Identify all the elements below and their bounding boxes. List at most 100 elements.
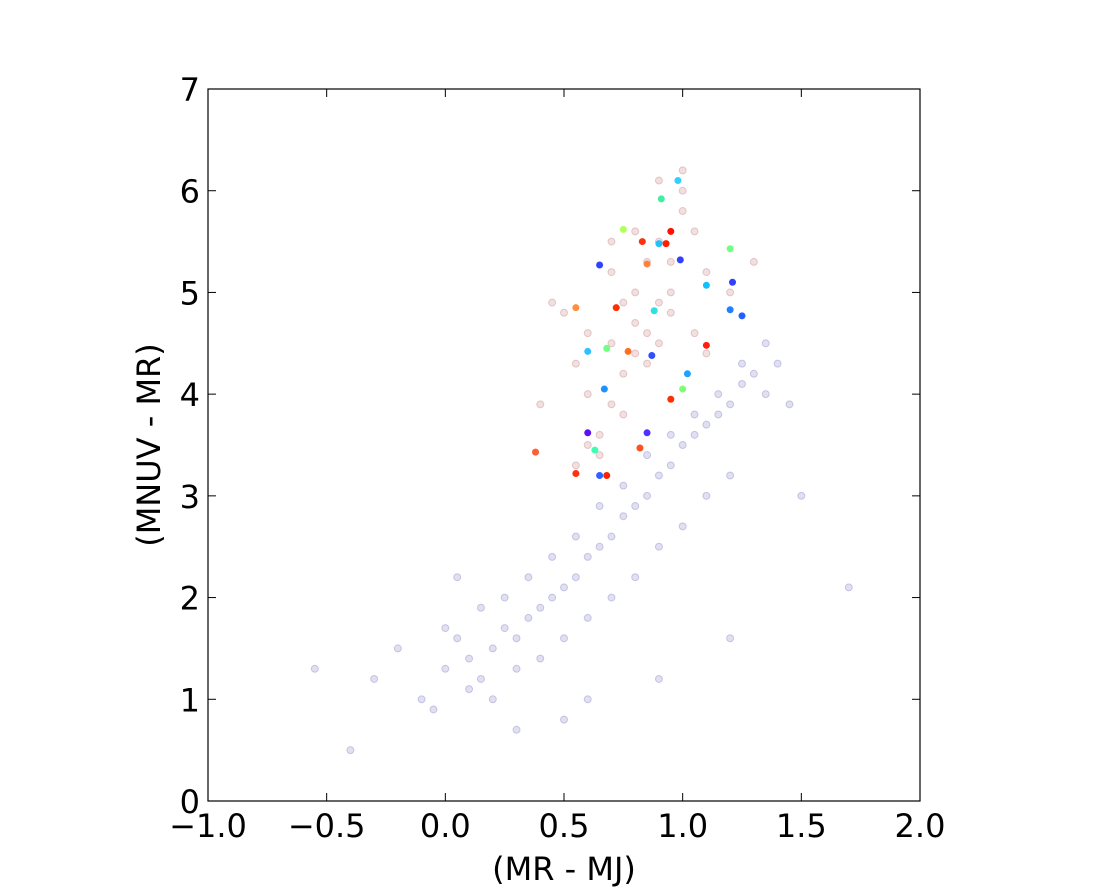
scatter-point bbox=[654, 339, 663, 348]
scatter-point bbox=[512, 664, 521, 673]
scatter-point bbox=[488, 644, 497, 653]
scatter-point bbox=[667, 227, 675, 235]
scatter-point bbox=[607, 532, 616, 541]
scatter-point bbox=[738, 312, 746, 320]
scatter-point bbox=[596, 261, 604, 269]
y-axis-label: (MNUV - MR) bbox=[130, 343, 168, 547]
scatter-point bbox=[667, 395, 675, 403]
scatter-point bbox=[441, 664, 450, 673]
scatter-point bbox=[607, 339, 616, 348]
scatter-point bbox=[773, 359, 782, 368]
scatter-point bbox=[572, 304, 580, 312]
scatter-point bbox=[441, 624, 450, 633]
scatter-point bbox=[512, 634, 521, 643]
scatter-point bbox=[844, 583, 853, 592]
scatter-point bbox=[393, 644, 402, 653]
scatter-point bbox=[631, 573, 640, 582]
scatter-point bbox=[683, 370, 691, 378]
scatter-point bbox=[572, 469, 580, 477]
scatter-point bbox=[638, 238, 646, 246]
scatter-point bbox=[702, 281, 710, 289]
scatter-point bbox=[662, 240, 670, 248]
scatter-point bbox=[714, 410, 723, 419]
scatter-point bbox=[678, 207, 687, 216]
scatter-point bbox=[619, 298, 628, 307]
scatter-point bbox=[346, 746, 355, 755]
scatter-point bbox=[370, 674, 379, 683]
scatter-point bbox=[607, 237, 616, 246]
scatter-point bbox=[607, 400, 616, 409]
scatter-point bbox=[726, 634, 735, 643]
scatter-point bbox=[500, 624, 509, 633]
scatter-point bbox=[595, 451, 604, 460]
scatter-point bbox=[676, 256, 684, 264]
scatter-point bbox=[583, 390, 592, 399]
scatter-point bbox=[536, 654, 545, 663]
scatter-point bbox=[631, 288, 640, 297]
scatter-point bbox=[453, 634, 462, 643]
scatter-point bbox=[702, 491, 711, 500]
scatter-point bbox=[785, 400, 794, 409]
scatter-point bbox=[714, 390, 723, 399]
scatter-point bbox=[612, 304, 620, 312]
scatter-point bbox=[654, 298, 663, 307]
scatter-point bbox=[666, 430, 675, 439]
scatter-point bbox=[761, 339, 770, 348]
scatter-point bbox=[560, 715, 568, 724]
scatter-point bbox=[657, 195, 665, 203]
scatter-point bbox=[678, 441, 687, 449]
scatter-point bbox=[429, 705, 438, 714]
scatter-point bbox=[702, 349, 711, 358]
scatter-point bbox=[690, 430, 699, 439]
scatter-point bbox=[726, 306, 734, 314]
scatter-point bbox=[631, 349, 640, 358]
scatter-point bbox=[603, 472, 611, 480]
scatter-point bbox=[571, 461, 580, 470]
y-tick-label: 5 bbox=[180, 274, 200, 312]
scatter-point bbox=[532, 448, 540, 456]
y-tick-label: 3 bbox=[180, 478, 200, 516]
x-tick-label: −1.0 bbox=[169, 807, 247, 845]
scatter-point bbox=[666, 308, 675, 317]
y-tick-label: 1 bbox=[180, 681, 200, 719]
scatter-point bbox=[584, 429, 592, 437]
scatter-point bbox=[310, 664, 319, 673]
x-axis-label: (MR - MJ) bbox=[492, 850, 636, 888]
scatter-point bbox=[417, 695, 426, 704]
scatter-point bbox=[702, 268, 711, 277]
scatter-point bbox=[636, 444, 644, 452]
scatter-point bbox=[631, 318, 640, 327]
scatter-point bbox=[726, 400, 735, 409]
scatter-point bbox=[797, 491, 806, 500]
scatter-point bbox=[524, 573, 533, 582]
scatter-point bbox=[548, 552, 557, 561]
y-tick-label: 7 bbox=[180, 71, 200, 109]
scatter-point bbox=[500, 593, 509, 602]
scatter-point bbox=[536, 603, 545, 612]
scatter-point bbox=[571, 359, 580, 368]
scatter-point bbox=[654, 176, 663, 185]
scatter-point bbox=[607, 268, 616, 277]
scatter-point bbox=[643, 329, 652, 338]
scatter-point bbox=[702, 420, 711, 429]
scatter-point bbox=[655, 240, 663, 248]
scatter-point bbox=[749, 369, 758, 378]
scatter-point bbox=[583, 441, 592, 449]
scatter-point bbox=[690, 410, 699, 419]
scatter-point bbox=[749, 257, 758, 266]
scatter-point bbox=[678, 166, 687, 175]
y-tick-label: 6 bbox=[180, 173, 200, 211]
scatter-point bbox=[619, 512, 628, 521]
scatter-point bbox=[619, 369, 628, 378]
scatter-point bbox=[679, 385, 687, 393]
x-tick-label: 0.0 bbox=[420, 807, 471, 845]
scatter-point bbox=[512, 725, 521, 734]
scatter-point bbox=[654, 542, 663, 551]
scatter-point bbox=[643, 429, 651, 437]
scatter-point bbox=[624, 347, 632, 355]
scatter-point bbox=[761, 390, 770, 399]
scatter-point bbox=[654, 471, 663, 480]
scatter-point bbox=[650, 307, 658, 315]
scatter-point bbox=[654, 674, 663, 683]
scatter-point bbox=[583, 613, 592, 622]
